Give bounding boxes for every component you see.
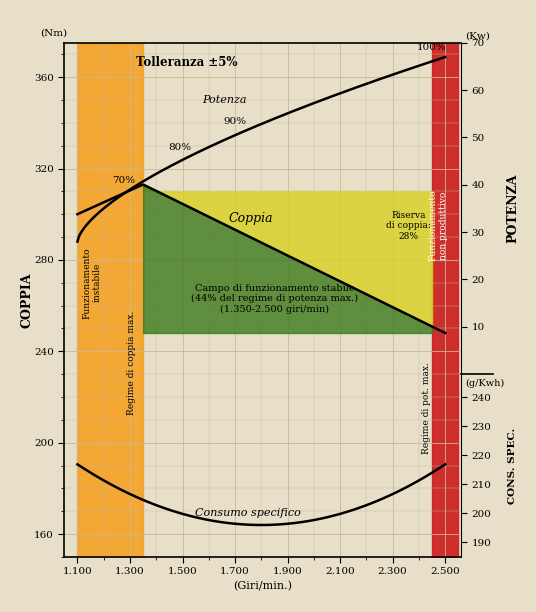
Text: 70%: 70% bbox=[112, 176, 135, 185]
Text: 80%: 80% bbox=[168, 143, 191, 152]
Text: 90%: 90% bbox=[224, 117, 247, 126]
Text: Coppia: Coppia bbox=[228, 212, 273, 225]
Text: Campo di funzionamento stabile
(44% del regime di potenza max.)
(1.350-2.500 gir: Campo di funzionamento stabile (44% del … bbox=[191, 284, 358, 314]
Text: COPPIA: COPPIA bbox=[20, 272, 33, 327]
Text: 100%: 100% bbox=[417, 43, 447, 52]
Text: Regime di pot. max.: Regime di pot. max. bbox=[422, 362, 431, 454]
Text: Consumo specifico: Consumo specifico bbox=[195, 509, 301, 518]
Text: Tolleranza ±5%: Tolleranza ±5% bbox=[136, 56, 237, 69]
X-axis label: (Giri/min.): (Giri/min.) bbox=[233, 581, 292, 591]
Text: Funzionamento
non produttivo: Funzionamento non produttivo bbox=[429, 190, 448, 261]
Text: Regime di coppia max.: Regime di coppia max. bbox=[127, 310, 136, 415]
Text: Potenza: Potenza bbox=[202, 95, 247, 105]
Text: POTENZA: POTENZA bbox=[506, 174, 519, 243]
Text: CONS. SPEC.: CONS. SPEC. bbox=[508, 427, 517, 504]
Text: Riserva
di coppia:
28%: Riserva di coppia: 28% bbox=[386, 211, 431, 241]
Text: (Nm): (Nm) bbox=[41, 29, 68, 38]
Text: (Kw): (Kw) bbox=[465, 31, 490, 40]
Text: Funzionamento
instabile: Funzionamento instabile bbox=[82, 247, 102, 319]
Text: (g/Kwh): (g/Kwh) bbox=[465, 379, 504, 389]
